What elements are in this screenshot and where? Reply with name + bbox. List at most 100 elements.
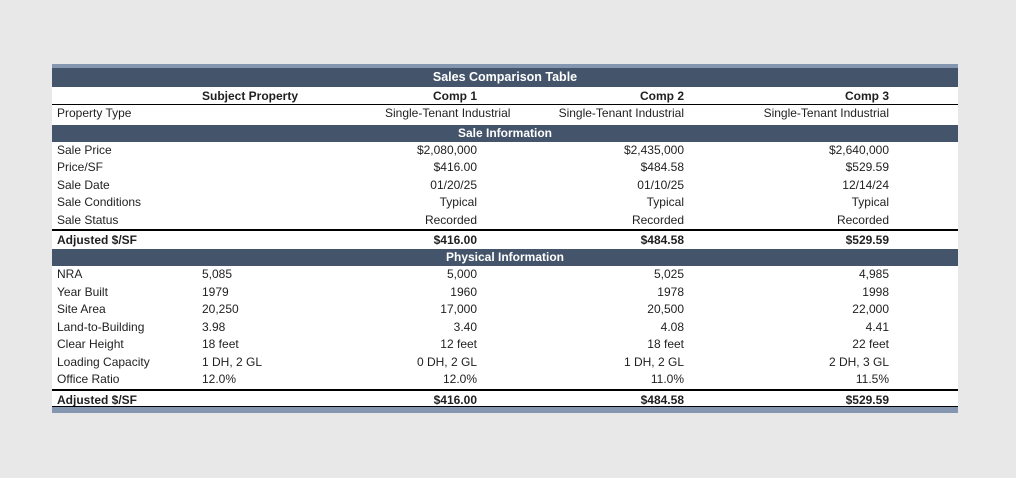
table-body: Subject Property Comp 1 Comp 2 Comp 3 Pr… xyxy=(52,87,958,407)
cell-value: 12 feet xyxy=(440,337,477,351)
row-label: Sale Date xyxy=(57,177,110,192)
cell-value: 1979 xyxy=(202,284,229,299)
table-row: Sale Status Recorded Recorded Recorded xyxy=(52,212,958,230)
cell-value: $416.00 xyxy=(433,392,477,406)
cell-value: $484.58 xyxy=(640,160,684,174)
cell-value: 3.40 xyxy=(453,319,477,334)
cell-value: 12/14/24 xyxy=(842,177,889,192)
cell-value xyxy=(200,194,385,212)
table-row: Sale Conditions Typical Typical Typical xyxy=(52,194,958,212)
row-label: Sale Status xyxy=(57,212,119,227)
cell-value: Recorded xyxy=(631,212,684,227)
accent-strip-bottom xyxy=(52,406,958,413)
column-header-row: Subject Property Comp 1 Comp 2 Comp 3 xyxy=(52,87,958,105)
cell-value: 20,250 xyxy=(202,302,239,316)
cell-value: $2,080,000 xyxy=(416,142,477,157)
cell-value: 5,000 xyxy=(446,267,477,281)
cell-value: $529.59 xyxy=(845,160,889,174)
column-header-subject-property: Subject Property xyxy=(202,89,299,103)
cell-value: 4.08 xyxy=(660,319,684,334)
cell-value: $416.00 xyxy=(433,160,477,174)
cell-value: Recorded xyxy=(836,212,889,227)
cell-value: 22 feet xyxy=(852,337,889,351)
cell-value xyxy=(200,105,385,123)
row-label: Adjusted $/SF xyxy=(57,392,138,406)
cell-value: Single-Tenant Industrial xyxy=(558,106,684,120)
total-row: Adjusted $/SF $416.00 $484.58 $529.59 xyxy=(52,388,958,407)
cell-value: $529.59 xyxy=(845,233,889,247)
cell-value: 18 feet xyxy=(647,337,684,351)
cell-value xyxy=(200,177,385,195)
row-label: Clear Height xyxy=(57,337,124,351)
column-header-comp-2: Comp 2 xyxy=(639,89,684,103)
table-row: Site Area 20,250 17,000 20,500 22,000 xyxy=(52,301,958,319)
section-header: Sale Information xyxy=(52,124,958,142)
table-row: Office Ratio 12.0% 12.0% 11.0% 11.5% xyxy=(52,371,958,389)
column-header-comp-3: Comp 3 xyxy=(844,89,889,103)
section-header: Physical Information xyxy=(52,249,958,266)
cell-value xyxy=(200,159,385,177)
cell-value xyxy=(200,391,385,406)
row-label: Office Ratio xyxy=(57,372,120,386)
cell-value: 2 DH, 3 GL xyxy=(828,354,889,369)
total-row: Adjusted $/SF $416.00 $484.58 $529.59 xyxy=(52,229,958,247)
row-label: Adjusted $/SF xyxy=(57,233,138,247)
table-row: Land-to-Building 3.98 3.40 4.08 4.41 xyxy=(52,319,958,337)
table-title: Sales Comparison Table xyxy=(52,68,958,87)
cell-value: Typical xyxy=(439,195,477,209)
accent-strip-top xyxy=(52,64,958,68)
cell-value: 11.5% xyxy=(855,372,889,386)
cell-value: 1978 xyxy=(657,284,684,299)
cell-value: 1998 xyxy=(862,284,889,299)
cell-value: 1960 xyxy=(450,284,477,299)
cell-value: Single-Tenant Industrial xyxy=(763,106,889,120)
cell-value: $2,640,000 xyxy=(828,142,889,157)
cell-value: 1 DH, 2 GL xyxy=(623,354,684,369)
cell-value: Single-Tenant Industrial xyxy=(385,106,510,120)
corner-cell xyxy=(52,87,200,104)
cell-value: Typical xyxy=(646,195,684,209)
cell-value: 5,025 xyxy=(653,267,684,281)
row-label: Year Built xyxy=(57,284,108,299)
cell-value: $484.58 xyxy=(640,233,684,247)
cell-value: 4.41 xyxy=(865,319,889,334)
cell-value: 4,985 xyxy=(858,267,889,281)
row-label: Land-to-Building xyxy=(57,319,145,334)
cell-value: 17,000 xyxy=(440,302,477,316)
cell-value: 01/20/25 xyxy=(430,177,477,192)
table-row: Clear Height 18 feet 12 feet 18 feet 22 feet xyxy=(52,336,958,354)
cell-value: 18 feet xyxy=(202,337,239,351)
row-label: Sale Price xyxy=(57,142,112,157)
row-label: Site Area xyxy=(57,302,106,316)
table-row: NRA 5,085 5,000 5,025 4,985 xyxy=(52,266,958,284)
column-header-comp-1: Comp 1 xyxy=(432,89,477,103)
cell-value: 1 DH, 2 GL xyxy=(202,354,263,369)
cell-value xyxy=(200,231,385,247)
cell-value: $416.00 xyxy=(433,233,477,247)
cell-value xyxy=(200,212,385,230)
table-row: Year Built 1979 1960 1978 1998 xyxy=(52,284,958,302)
row-label: NRA xyxy=(57,267,83,281)
cell-value: 22,000 xyxy=(852,302,889,316)
cell-value: 11.0% xyxy=(650,372,684,386)
cell-value: 5,085 xyxy=(202,267,233,281)
table-row: Price/SF $416.00 $484.58 $529.59 xyxy=(52,159,958,177)
cell-value: 3.98 xyxy=(202,319,226,334)
table-row: Loading Capacity 1 DH, 2 GL 0 DH, 2 GL 1 DH… xyxy=(52,354,958,372)
cell-value: 12.0% xyxy=(202,372,237,386)
table-row: Sale Price $2,080,000 $2,435,000 $2,640,000 xyxy=(52,142,958,160)
cell-value: $2,435,000 xyxy=(623,142,684,157)
cell-value: 20,500 xyxy=(647,302,684,316)
cell-value: 0 DH, 2 GL xyxy=(416,354,477,369)
cell-value xyxy=(200,142,385,160)
row-label: Loading Capacity xyxy=(57,354,150,369)
sales-comparison-table: Sales Comparison Table Subject Property … xyxy=(52,64,958,413)
property-type-row: Property Type Single-Tenant Industrial S… xyxy=(52,105,958,123)
cell-value: $484.58 xyxy=(640,392,684,406)
cell-value: Typical xyxy=(851,195,889,209)
cell-value: $529.59 xyxy=(845,392,889,406)
cell-value: 12.0% xyxy=(442,372,477,386)
sections-host: Sale Information Sale Price $2,080,000 $2,4… xyxy=(52,124,958,407)
cell-value: Recorded xyxy=(424,212,477,227)
cell-value: 01/10/25 xyxy=(637,177,684,192)
